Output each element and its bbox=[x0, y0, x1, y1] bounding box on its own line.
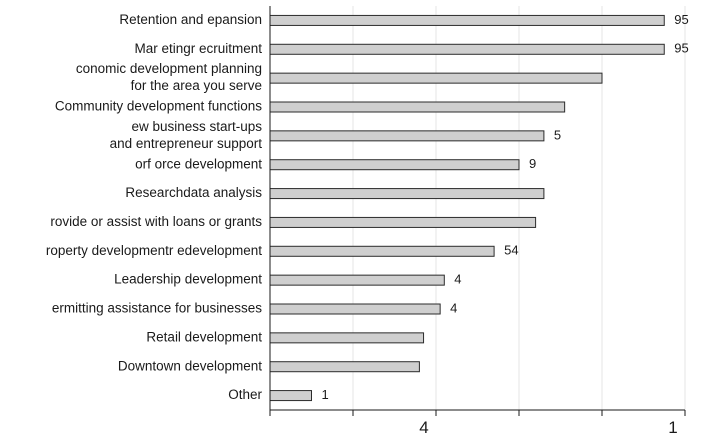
bar-3 bbox=[269, 101, 566, 113]
category-label-8: roperty developmentr edevelopment bbox=[46, 243, 262, 258]
gridlines bbox=[352, 6, 686, 410]
category-label-7: rovide or assist with loans or grants bbox=[50, 214, 262, 229]
data-label-10: 4 bbox=[450, 300, 457, 315]
category-label-9: Leadership development bbox=[114, 272, 262, 287]
data-label-9: 4 bbox=[454, 272, 461, 287]
category-label-6: Researchdata analysis bbox=[125, 185, 262, 200]
data-label-4: 5 bbox=[554, 127, 561, 142]
data-label-0: 95 bbox=[674, 12, 688, 27]
category-label-13: Other bbox=[228, 387, 262, 402]
bars bbox=[269, 14, 665, 402]
category-labels: Retention and epansion Mar etingr ecruitm… bbox=[46, 12, 263, 402]
bar-4 bbox=[269, 130, 545, 142]
bar-7 bbox=[269, 216, 537, 228]
bar-5 bbox=[269, 159, 520, 171]
x-tick-label-0: 4 bbox=[419, 418, 428, 437]
data-labels: 95 95 5 9 54 4 4 1 bbox=[322, 12, 689, 402]
data-label-5: 9 bbox=[529, 156, 536, 171]
x-tick-label-1: 1 bbox=[668, 418, 677, 437]
data-label-1: 95 bbox=[674, 41, 688, 56]
bar-0 bbox=[269, 14, 665, 26]
bar-11 bbox=[269, 332, 425, 344]
category-label-0: Retention and epansion bbox=[119, 12, 262, 27]
category-label-5: orf orce development bbox=[135, 156, 262, 171]
bar-8 bbox=[269, 245, 495, 257]
bar-12 bbox=[269, 361, 420, 373]
bar-2 bbox=[269, 72, 603, 84]
bar-1 bbox=[269, 43, 665, 55]
category-label-2-line-1: for the area you serve bbox=[131, 78, 262, 93]
category-label-11: Retail development bbox=[146, 329, 262, 344]
bar-10 bbox=[269, 303, 441, 315]
bar-13 bbox=[269, 390, 312, 402]
category-label-2-line-0: conomic development planning bbox=[76, 61, 262, 76]
category-label-4-line-1: and entrepreneur support bbox=[110, 136, 263, 151]
category-label-1: Mar etingr ecruitment bbox=[134, 41, 262, 56]
data-label-8: 54 bbox=[504, 243, 518, 258]
bar-9 bbox=[269, 274, 445, 286]
data-label-13: 1 bbox=[322, 387, 329, 402]
bar-6 bbox=[269, 188, 545, 200]
category-label-4-line-0: ew business start-ups bbox=[131, 119, 262, 134]
category-label-12: Downtown development bbox=[118, 358, 262, 373]
category-label-10: ermitting assistance for businesses bbox=[52, 301, 262, 316]
category-label-3: Community development functions bbox=[55, 99, 262, 114]
